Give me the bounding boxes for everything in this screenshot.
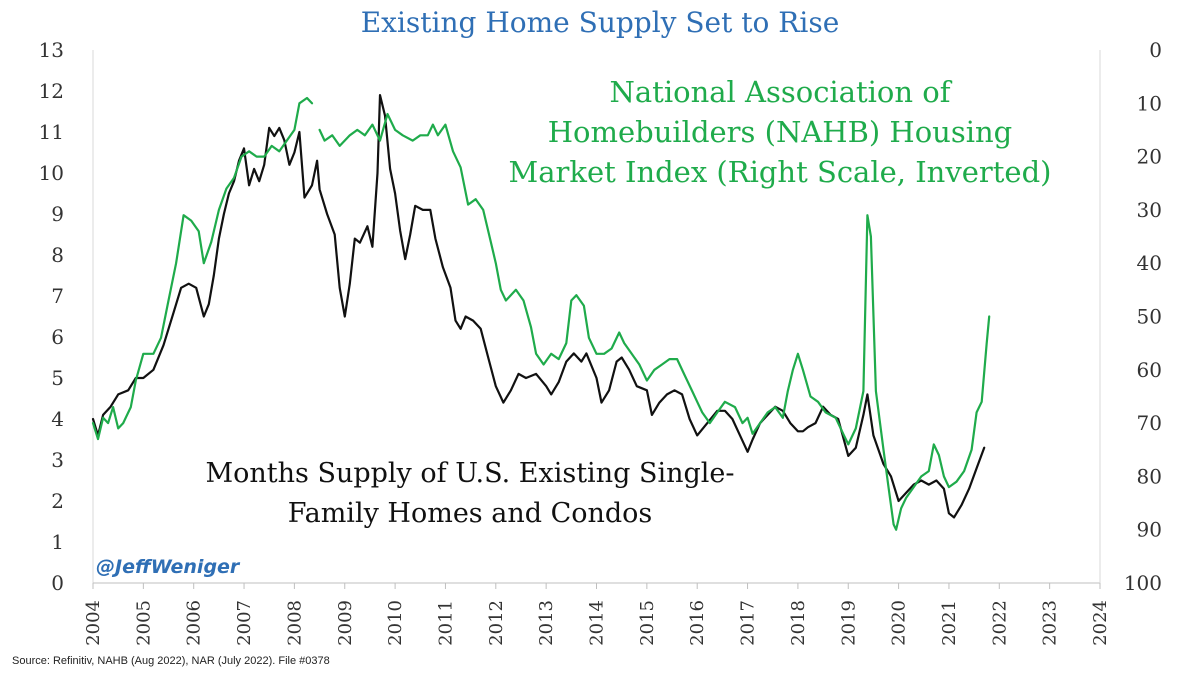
left-tick-label: 4 (51, 407, 64, 431)
author-handle: @JeffWeniger (96, 556, 240, 578)
chart-title: Existing Home Supply Set to Rise (360, 6, 840, 39)
right-tick-label: 60 (1137, 358, 1162, 382)
x-tick-label: 2023 (1040, 600, 1061, 646)
left-tick-label: 13 (39, 38, 64, 62)
x-tick-label: 2006 (184, 600, 205, 646)
x-tick-label: 2008 (284, 600, 305, 646)
x-tick-label: 2007 (234, 600, 255, 646)
right-tick-label: 90 (1137, 518, 1162, 542)
left-tick-label: 10 (39, 161, 64, 185)
nahb-index-line (91, 96, 314, 441)
left-tick-label: 7 (51, 284, 64, 308)
nahb-annotation-line: Homebuilders (NAHB) Housing (547, 115, 1013, 149)
left-tick-label: 0 (51, 571, 64, 595)
x-tick-label: 2020 (889, 600, 910, 646)
left-tick-label: 12 (39, 79, 64, 103)
x-tick-label: 2024 (1090, 600, 1111, 646)
supply-annotation: Months Supply of U.S. Existing Single- F… (120, 454, 820, 534)
x-tick-label: 2016 (687, 600, 708, 646)
x-tick-label: 2012 (486, 600, 507, 646)
right-tick-label: 70 (1137, 411, 1162, 435)
series-layer (91, 94, 991, 531)
x-tick-label: 2018 (788, 600, 809, 646)
x-tick-label: 2022 (989, 600, 1010, 646)
left-tick-label: 1 (51, 530, 64, 554)
right-tick-label: 30 (1137, 198, 1162, 222)
right-tick-label: 10 (1137, 91, 1162, 115)
x-axis-ticks: 2004 2005 2006 2007 2008 2009 2010 2011 2012 2013… (83, 583, 1111, 646)
x-tick-label: 2021 (939, 600, 960, 646)
x-tick-label: 2019 (838, 600, 859, 646)
right-axis-ticks: 0 10 20 30 40 50 60 70 80 90 100 (1124, 38, 1162, 595)
nahb-annotation-line: Market Index (Right Scale, Inverted) (508, 155, 1052, 189)
left-tick-label: 6 (51, 325, 64, 349)
x-tick-label: 2005 (133, 600, 154, 646)
right-tick-label: 50 (1137, 305, 1162, 329)
left-tick-label: 5 (51, 366, 64, 390)
supply-annotation-line: Family Homes and Condos (287, 498, 653, 529)
x-tick-label: 2015 (637, 600, 658, 646)
nahb-index-line (318, 112, 991, 531)
x-tick-label: 2017 (738, 600, 759, 646)
nahb-annotation: National Association of Homebuilders (NA… (460, 72, 1100, 192)
left-tick-label: 9 (51, 202, 64, 226)
x-tick-label: 2013 (536, 600, 557, 646)
x-tick-label: 2011 (435, 600, 456, 646)
right-tick-label: 100 (1124, 571, 1162, 595)
x-tick-label: 2010 (385, 600, 406, 646)
x-tick-label: 2009 (335, 600, 356, 646)
supply-annotation-line: Months Supply of U.S. Existing Single- (205, 458, 735, 489)
right-tick-label: 0 (1149, 38, 1162, 62)
left-tick-label: 8 (51, 243, 64, 267)
x-tick-label: 2004 (83, 600, 104, 646)
right-tick-label: 80 (1137, 464, 1162, 488)
nahb-annotation-line: National Association of (609, 75, 951, 109)
source-note: Source: Refinitiv, NAHB (Aug 2022), NAR … (12, 655, 330, 667)
left-tick-label: 3 (51, 448, 64, 472)
x-tick-label: 2014 (587, 600, 608, 646)
right-tick-label: 20 (1137, 145, 1162, 169)
right-tick-label: 40 (1137, 251, 1162, 275)
left-tick-label: 11 (39, 120, 64, 144)
left-tick-label: 2 (51, 489, 64, 513)
